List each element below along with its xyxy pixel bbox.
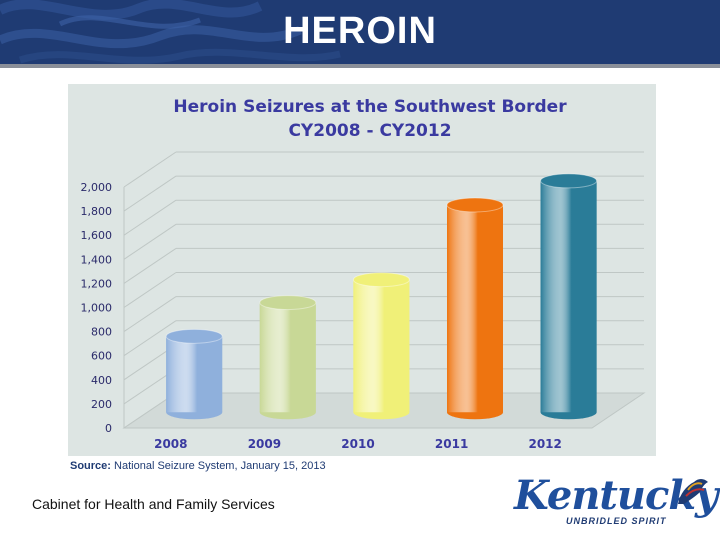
y-axis: 0 200 400 600 800 1,000 1,200 1,400 1,600 1,800 2,… (81, 181, 113, 435)
horse-icon (678, 479, 708, 504)
gridline-diagonal (123, 296, 177, 333)
y-tick-label: 800 (91, 326, 112, 339)
y-tick-label: 1,400 (81, 253, 113, 266)
gridline-diagonal (123, 223, 177, 260)
bar-2008 (165, 328, 223, 420)
gridline-diagonal (123, 320, 177, 357)
x-tick-label: 2009 (248, 437, 281, 451)
slide-title: HEROIN (283, 10, 437, 52)
y-tick-label: 1,200 (81, 277, 113, 290)
y-tick-label: 1,600 (81, 229, 113, 242)
source-citation: National Seizure System, January 15, 201… (114, 460, 326, 472)
y-tick-label: 0 (105, 422, 112, 435)
y-tick-label: 600 (91, 350, 112, 363)
bar-2010 (352, 272, 410, 420)
gridline-diagonal (123, 175, 177, 212)
bar-shine (540, 180, 597, 413)
x-tick-label: 2010 (341, 437, 374, 451)
chart-subtitle: CY2008 - CY2012 (288, 121, 451, 141)
chart-panel: Heroin Seizures at the Southwest Border … (68, 84, 656, 456)
x-tick-label: 2011 (435, 437, 468, 451)
y-tick-label: 1,800 (81, 205, 113, 218)
bar-cap (540, 173, 598, 189)
bar-chart: Heroin Seizures at the Southwest Border … (81, 97, 646, 451)
chart-title: Heroin Seizures at the Southwest Border (173, 97, 567, 117)
bar-shine (259, 302, 316, 413)
bar-cap (165, 328, 223, 344)
logo-tagline: UNBRIDLED SPIRIT (566, 516, 667, 526)
source-note: Source: National Seizure System, January… (70, 460, 326, 472)
chart-bars (165, 173, 598, 420)
y-tick-label: 200 (91, 398, 112, 411)
gridline-diagonal (123, 272, 177, 308)
bar-2009 (259, 295, 317, 420)
x-tick-label: 2012 (528, 437, 561, 451)
footer-organization: Cabinet for Health and Family Services (32, 496, 275, 512)
bar-2011 (446, 197, 504, 420)
x-axis: 2008 2009 2010 2011 2012 (154, 437, 562, 451)
y-tick-label: 1,000 (81, 302, 113, 315)
bar-cap (259, 295, 317, 311)
bar-2012 (540, 173, 598, 420)
bar-shine (166, 336, 223, 413)
kentucky-logo: Kentucky UNBRIDLED SPIRIT (508, 470, 718, 532)
gridline-diagonal (123, 151, 177, 188)
gridline-diagonal (123, 199, 177, 236)
bar-cap (352, 272, 410, 288)
x-tick-label: 2008 (154, 437, 187, 451)
source-strip (68, 456, 656, 478)
y-tick-label: 2,000 (81, 181, 113, 194)
slide-header: HEROIN (0, 0, 720, 64)
header-swirl-decoration (0, 0, 341, 64)
header-divider (0, 64, 720, 68)
source-label: Source: (70, 460, 111, 472)
bar-shine (353, 279, 410, 413)
gridline-diagonal (123, 247, 177, 284)
bar-cap (446, 197, 504, 213)
y-tick-label: 400 (91, 374, 112, 387)
bar-shine (447, 204, 503, 413)
